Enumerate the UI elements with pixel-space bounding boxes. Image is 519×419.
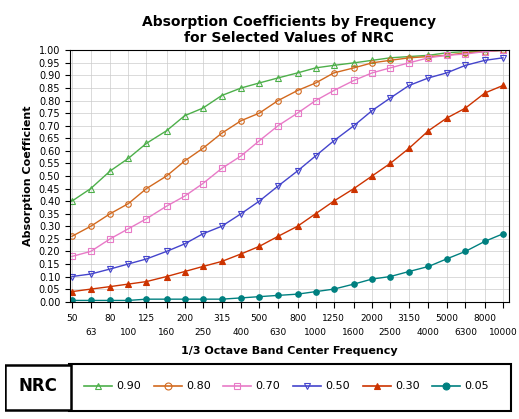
FancyBboxPatch shape: [5, 365, 71, 410]
Text: 4000: 4000: [417, 328, 440, 337]
Text: 1000: 1000: [304, 328, 327, 337]
Text: 3150: 3150: [398, 314, 420, 323]
Text: 500: 500: [251, 314, 268, 323]
Text: 0.50: 0.50: [325, 381, 350, 391]
FancyBboxPatch shape: [69, 364, 511, 411]
Text: 63: 63: [85, 328, 97, 337]
Y-axis label: Absorption Coefficient: Absorption Coefficient: [23, 106, 33, 246]
Text: 0.80: 0.80: [186, 381, 211, 391]
Text: 1600: 1600: [343, 328, 365, 337]
Text: 125: 125: [138, 314, 155, 323]
Text: 400: 400: [233, 328, 250, 337]
Text: 0.70: 0.70: [255, 381, 280, 391]
Text: 250: 250: [194, 328, 211, 337]
Text: 80: 80: [104, 314, 116, 323]
Text: 0.90: 0.90: [116, 381, 141, 391]
Text: 50: 50: [66, 314, 78, 323]
Text: NRC: NRC: [19, 378, 58, 396]
Text: 5000: 5000: [435, 314, 458, 323]
Text: 200: 200: [176, 314, 193, 323]
Text: 160: 160: [158, 328, 175, 337]
Text: 8000: 8000: [473, 314, 496, 323]
Text: 800: 800: [289, 314, 306, 323]
Text: 0.30: 0.30: [395, 381, 419, 391]
Text: 630: 630: [269, 328, 286, 337]
Text: 2500: 2500: [379, 328, 402, 337]
Text: 6300: 6300: [454, 328, 477, 337]
Text: 0.05: 0.05: [465, 381, 489, 391]
Text: 100: 100: [120, 328, 137, 337]
Text: 1/3 Octave Band Center Frequency: 1/3 Octave Band Center Frequency: [181, 346, 398, 356]
Text: 2000: 2000: [361, 314, 384, 323]
Text: 10000: 10000: [488, 328, 517, 337]
Title: Absorption Coefficients by Frequency
for Selected Values of NRC: Absorption Coefficients by Frequency for…: [142, 15, 436, 45]
Text: 1250: 1250: [322, 314, 345, 323]
Text: 315: 315: [213, 314, 230, 323]
